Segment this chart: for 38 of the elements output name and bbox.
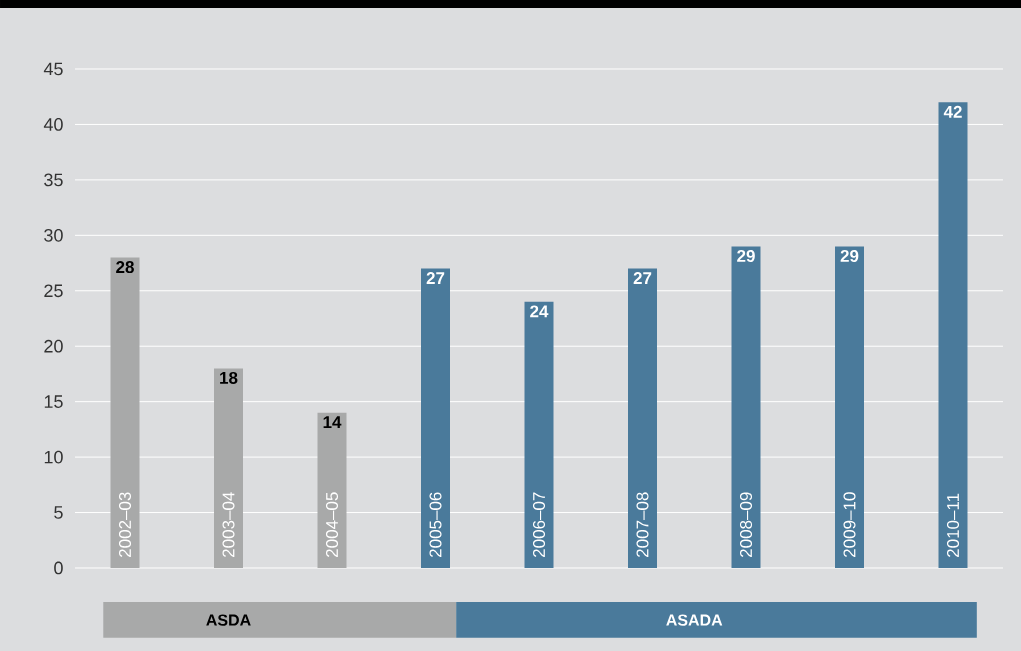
y-tick-label: 20 (44, 339, 63, 353)
y-tick-label: 25 (44, 284, 63, 298)
data-label: 27 (633, 272, 652, 284)
y-tick-label: 15 (44, 395, 63, 408)
y-tick-label: 5 (54, 506, 63, 519)
y-tick-label: 40 (43, 118, 63, 131)
x-tick-label: 2003–04 (222, 492, 235, 557)
data-label: 14 (323, 416, 342, 428)
text: ASDA (206, 614, 251, 626)
y-tick-label: 10 (44, 450, 63, 464)
data-label: 18 (220, 371, 238, 384)
bar (214, 368, 243, 568)
y-tick-label: 45 (43, 62, 63, 76)
bar (835, 246, 864, 568)
data-label: 29 (737, 249, 755, 262)
bar (628, 268, 657, 568)
bar (731, 246, 761, 568)
x-tick-label: 2004–05 (325, 492, 339, 557)
bar (938, 102, 968, 568)
y-tick-label: 30 (44, 228, 63, 242)
x-tick-label: 2008–09 (739, 492, 753, 557)
x-tick-label: 2007–08 (636, 492, 649, 557)
data-label: 42 (943, 105, 962, 118)
text: ASADA (666, 614, 723, 626)
data-label: 29 (840, 249, 859, 262)
y-tick-label: 35 (44, 173, 63, 187)
x-tick-label: 2006–07 (532, 492, 546, 557)
x-tick-label: 2005–06 (429, 492, 442, 557)
data-label: 27 (426, 272, 445, 284)
bar (110, 257, 140, 568)
x-tick-label: 2002–03 (118, 492, 132, 557)
bar (421, 268, 450, 568)
x-tick-label: 2010–11 (946, 493, 960, 557)
data-label: 24 (530, 305, 549, 318)
x-tick-label: 2009–10 (843, 492, 856, 557)
bar (524, 301, 554, 568)
data-label: 28 (116, 261, 134, 274)
y-tick-label: 0 (54, 561, 63, 575)
